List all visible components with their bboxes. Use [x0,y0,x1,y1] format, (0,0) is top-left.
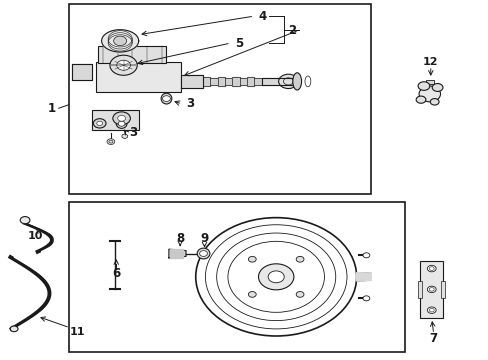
Text: 9: 9 [200,231,208,244]
Circle shape [296,292,304,297]
Bar [419,261,443,318]
Circle shape [97,121,102,126]
Circle shape [93,119,106,128]
Circle shape [199,251,207,256]
Text: 8: 8 [176,231,184,244]
Circle shape [10,326,18,332]
Circle shape [248,292,256,297]
Text: 12: 12 [422,57,438,67]
Polygon shape [246,77,254,86]
Bar [417,281,421,298]
Ellipse shape [116,119,127,129]
Polygon shape [217,77,224,86]
Text: 3: 3 [129,126,137,139]
Circle shape [258,264,293,290]
Bar [425,80,433,84]
Ellipse shape [305,76,310,87]
Text: 7: 7 [429,332,437,345]
Text: 3: 3 [185,98,194,111]
Text: 11: 11 [70,327,85,337]
Polygon shape [102,30,139,52]
Polygon shape [254,78,261,85]
Circle shape [417,82,429,90]
Bar [69,4,370,194]
Circle shape [429,99,438,105]
Polygon shape [203,77,210,86]
Circle shape [195,218,356,336]
Polygon shape [180,249,182,258]
Circle shape [415,96,425,103]
Bar [98,46,166,63]
Ellipse shape [161,93,171,104]
Polygon shape [261,78,293,85]
Circle shape [107,139,115,144]
Circle shape [20,217,30,224]
Circle shape [427,307,435,314]
Circle shape [418,86,440,102]
Text: 10: 10 [28,231,43,240]
Polygon shape [173,249,175,258]
Polygon shape [168,249,185,258]
Polygon shape [181,75,203,88]
Circle shape [118,121,125,126]
Ellipse shape [292,73,301,90]
Circle shape [296,256,304,262]
Circle shape [122,134,127,138]
Circle shape [162,96,170,102]
Text: 2: 2 [287,24,296,37]
Bar [441,281,445,298]
Text: 6: 6 [112,267,120,280]
Circle shape [267,271,284,283]
Text: 1: 1 [47,102,55,115]
Circle shape [118,116,125,121]
Circle shape [362,296,369,301]
Circle shape [117,60,130,70]
Circle shape [110,55,137,75]
Bar [69,202,405,352]
Circle shape [362,253,369,258]
Circle shape [113,112,130,125]
Polygon shape [72,64,92,80]
Text: 4: 4 [258,10,266,23]
Polygon shape [224,78,232,85]
Bar [96,62,181,92]
Polygon shape [210,78,217,85]
Circle shape [278,74,298,89]
Text: 5: 5 [235,36,243,50]
Ellipse shape [197,248,209,259]
Polygon shape [239,78,246,85]
Circle shape [248,256,256,262]
Polygon shape [169,249,172,258]
Circle shape [427,265,435,272]
Circle shape [427,286,435,293]
Polygon shape [232,77,239,86]
Polygon shape [176,249,179,258]
Polygon shape [356,273,370,281]
Circle shape [113,36,126,46]
Bar [92,110,139,130]
Circle shape [431,84,442,91]
